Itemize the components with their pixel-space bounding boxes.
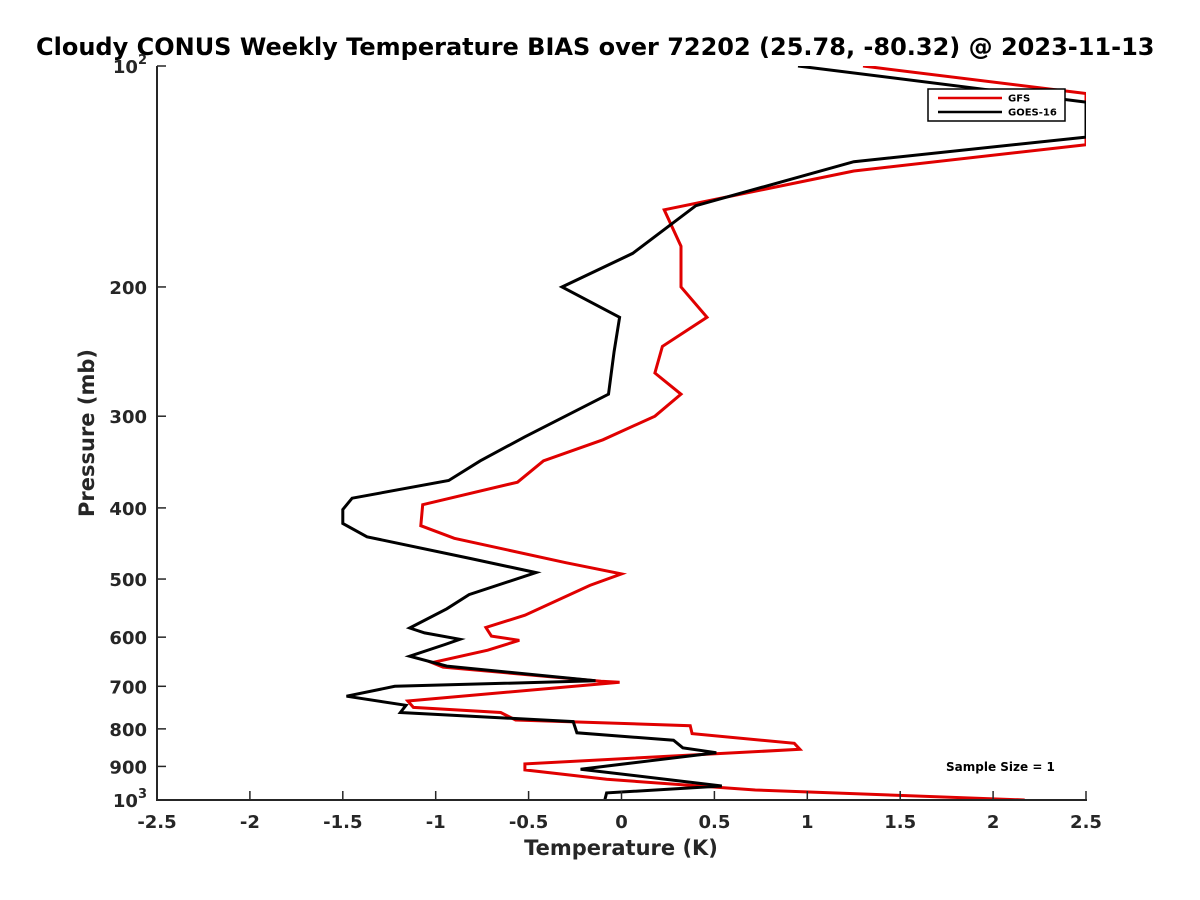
series-line-gfs [404, 66, 1086, 799]
y-tick-label: 300 [109, 407, 147, 428]
legend-label: GFS [1008, 94, 1030, 105]
x-tick-label: 1.5 [884, 812, 916, 833]
y-tick-label: 800 [109, 720, 147, 741]
x-tick-label: 0 [615, 812, 628, 833]
x-axis-ticks: -2.5 -2 -1.5 -1 -0.5 0 0.5 1 1.5 2 2.5 [137, 791, 1102, 833]
series-layer [341, 66, 1086, 799]
y-axis-ticks: 102 200 300 400 500 600 700 800 900 103 [109, 53, 166, 812]
x-tick-label: 0.5 [698, 812, 730, 833]
x-axis-label: Temperature (K) [524, 836, 718, 860]
y-tick-label: 103 [113, 787, 147, 812]
x-tick-label: -1 [426, 812, 446, 833]
legend-entries: GFS GOES-16 [938, 94, 1057, 119]
y-tick-label: 600 [109, 628, 147, 649]
legend: GFS GOES-16 [927, 88, 1066, 122]
x-tick-label: -0.5 [509, 812, 548, 833]
y-tick-label: 900 [109, 757, 147, 778]
y-axis-label: Pressure (mb) [75, 349, 99, 517]
sample-size-annotation: Sample Size = 1 [946, 760, 1055, 774]
x-tick-label: -2.5 [137, 812, 176, 833]
y-tick-label: 200 [109, 278, 147, 299]
legend-box [927, 88, 1066, 122]
x-tick-label: 2.5 [1070, 812, 1102, 833]
x-tick-label: -1.5 [323, 812, 362, 833]
y-tick-label: 400 [109, 499, 147, 520]
y-tick-label: 700 [109, 677, 147, 698]
x-tick-label: 1 [801, 812, 814, 833]
y-tick-label: 102 [113, 53, 147, 78]
legend-label: GOES-16 [1008, 108, 1057, 119]
y-tick-label: 500 [109, 570, 147, 591]
chart-title: Cloudy CONUS Weekly Temperature BIAS ove… [36, 33, 1154, 61]
x-tick-label: 2 [987, 812, 1000, 833]
series-line-goes-16 [341, 66, 1086, 799]
x-tick-label: -2 [240, 812, 260, 833]
